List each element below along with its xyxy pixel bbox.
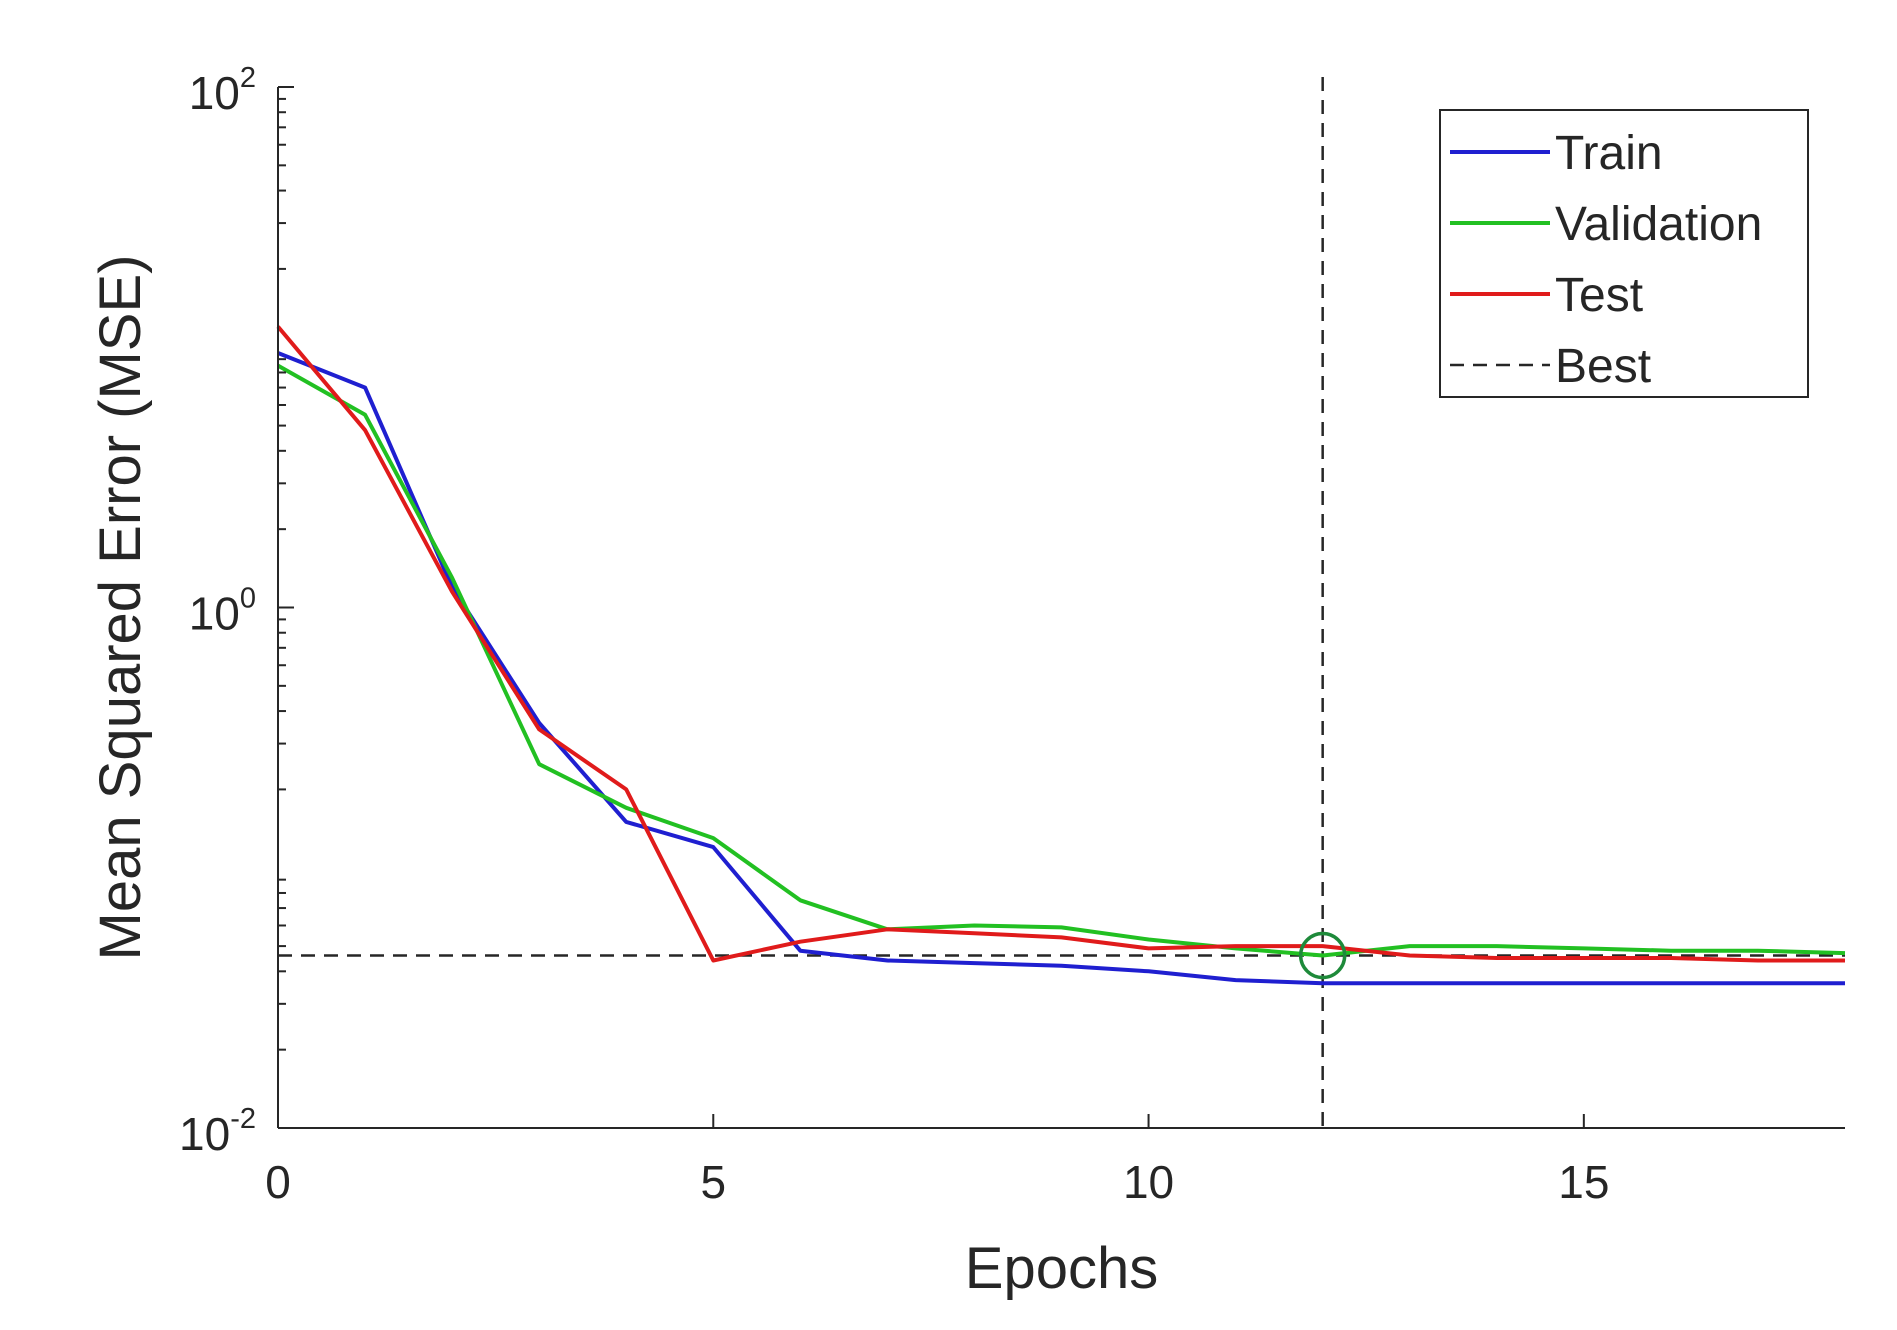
best-reference-lines [278, 77, 1845, 1128]
x-ticks: 0 5 10 15 [265, 1114, 1609, 1208]
legend-box [1439, 109, 1809, 398]
legend-label-validation: Validation [1555, 198, 1762, 251]
x-axis-title: Epochs [965, 1236, 1158, 1301]
x-tick-label: 5 [700, 1156, 726, 1208]
y-tick-label-base: 10 [179, 1108, 230, 1160]
y-tick-label-base: 10 [189, 67, 240, 119]
series-line-validation [277, 363, 1846, 958]
y-tick-label: 10-2 [179, 1103, 256, 1160]
y-tick-label-exponent: 2 [240, 62, 256, 94]
x-tick-label: 0 [265, 1156, 291, 1208]
y-tick-label: 102 [189, 62, 256, 119]
series-line-test [276, 325, 1845, 963]
x-tick-label: 15 [1558, 1156, 1609, 1208]
best-epoch-marker [1298, 931, 1347, 980]
y-tick-label-base: 10 [189, 588, 240, 640]
y-axis-title: Mean Squared Error (MSE) [88, 255, 153, 961]
series-group [276, 325, 1846, 986]
y-tick-label-exponent: 0 [240, 583, 256, 615]
series-line-train [277, 351, 1845, 986]
y-tick-label-exponent: -2 [230, 1103, 256, 1135]
legend-label-best: Best [1555, 340, 1651, 393]
legend-label-train: Train [1555, 127, 1663, 180]
legend-label-test: Test [1555, 269, 1643, 322]
x-tick-label: 10 [1123, 1156, 1174, 1208]
y-tick-label: 100 [189, 583, 256, 640]
legend: Train Validation Test Best [1439, 109, 1809, 398]
